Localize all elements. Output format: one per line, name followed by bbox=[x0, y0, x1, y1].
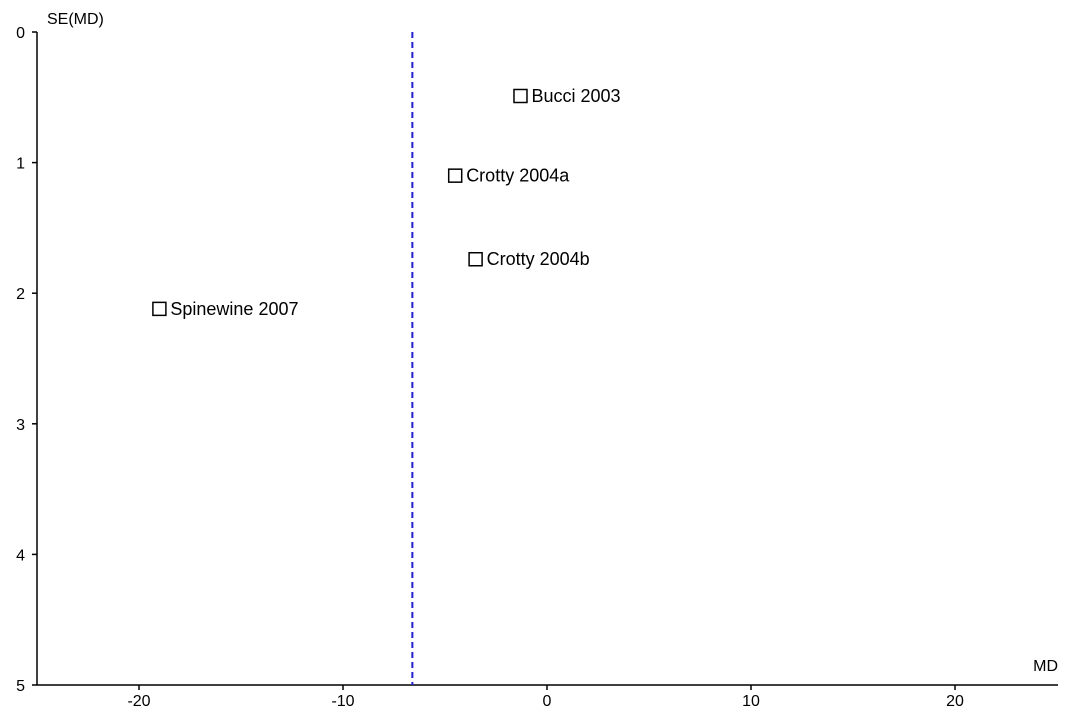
x-tick-label: -20 bbox=[127, 693, 150, 710]
y-tick-label: 5 bbox=[16, 678, 25, 695]
y-tick-label: 4 bbox=[16, 547, 25, 564]
y-axis-ticks: 0 1 2 3 4 5 bbox=[16, 25, 37, 695]
x-tick-label: 20 bbox=[946, 693, 964, 710]
y-tick-label: 0 bbox=[16, 25, 25, 42]
x-axis-ticks: -20 -10 0 10 20 bbox=[127, 685, 964, 710]
study-label: Crotty 2004b bbox=[487, 249, 590, 269]
study-marker bbox=[152, 301, 167, 317]
x-tick-label: -10 bbox=[331, 693, 354, 710]
y-tick-label: 2 bbox=[16, 286, 25, 303]
study-point: Spinewine 2007 bbox=[152, 299, 299, 319]
study-label: Crotty 2004a bbox=[466, 166, 570, 186]
study-points: Bucci 2003 Crotty 2004a Crotty 2004b Spinew… bbox=[152, 86, 621, 319]
x-axis-title: MD bbox=[1033, 658, 1058, 675]
study-point: Crotty 2004a bbox=[447, 166, 570, 186]
study-label: Bucci 2003 bbox=[531, 86, 620, 106]
study-marker bbox=[447, 168, 463, 183]
study-label: Spinewine 2007 bbox=[170, 299, 298, 319]
study-marker bbox=[468, 251, 483, 267]
y-tick-label: 3 bbox=[16, 417, 25, 434]
study-marker bbox=[513, 88, 528, 104]
x-tick-label: 10 bbox=[742, 693, 760, 710]
x-tick-label: 0 bbox=[543, 693, 552, 710]
study-point: Crotty 2004b bbox=[468, 249, 590, 269]
study-point: Bucci 2003 bbox=[513, 86, 621, 106]
y-tick-label: 1 bbox=[16, 156, 25, 173]
y-axis-title: SE(MD) bbox=[47, 11, 104, 28]
